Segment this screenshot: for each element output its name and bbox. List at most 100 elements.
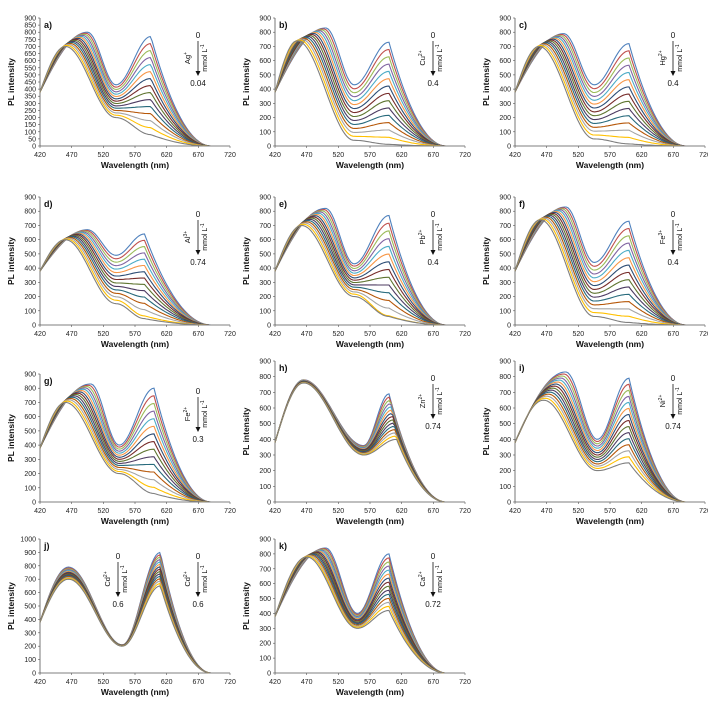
y-tick-label: 600 bbox=[24, 414, 36, 421]
y-tick-label: 600 bbox=[259, 58, 271, 65]
y-tick-label: 400 bbox=[24, 443, 36, 450]
x-tick-label: 620 bbox=[396, 331, 408, 338]
concentration-start: 0 bbox=[196, 552, 201, 561]
concentration-start: 0 bbox=[671, 31, 676, 40]
y-tick-label: 800 bbox=[259, 374, 271, 381]
y-tick-label: 200 bbox=[499, 115, 511, 122]
y-tick-label: 400 bbox=[259, 266, 271, 273]
x-tick-label: 570 bbox=[129, 152, 141, 159]
ion-label: Cu2+ bbox=[418, 50, 427, 65]
y-tick-label: 800 bbox=[24, 209, 36, 216]
y-tick-label: 600 bbox=[24, 237, 36, 244]
ion-charge: 2+ bbox=[658, 50, 664, 56]
series-line bbox=[514, 219, 705, 326]
unit-label: mmol L-1 bbox=[435, 565, 444, 593]
concentration-end: 0.72 bbox=[425, 600, 441, 609]
y-tick-label: 800 bbox=[499, 374, 511, 381]
y-tick-label: 300 bbox=[24, 630, 36, 637]
y-tick-label: 800 bbox=[24, 386, 36, 393]
x-tick-label: 620 bbox=[396, 679, 408, 686]
x-tick-label: 470 bbox=[66, 679, 78, 686]
y-tick-label: 700 bbox=[499, 390, 511, 397]
y-axis-label: PL intensity bbox=[241, 582, 251, 630]
y-axis-label: PL intensity bbox=[481, 407, 491, 455]
panel-letter: j) bbox=[43, 541, 50, 551]
y-tick-label: 400 bbox=[24, 266, 36, 273]
y-tick-label: 600 bbox=[499, 406, 511, 413]
y-tick-label: 450 bbox=[24, 80, 36, 87]
x-tick-label: 620 bbox=[161, 508, 173, 515]
unit-label: mmol L-1 bbox=[200, 400, 209, 428]
arrow-head-icon bbox=[195, 592, 201, 597]
y-tick-label: 400 bbox=[499, 266, 511, 273]
y-tick-label: 850 bbox=[24, 23, 36, 30]
arrow-head-icon bbox=[195, 250, 201, 255]
y-tick-label: 500 bbox=[499, 72, 511, 79]
y-tick-label: 800 bbox=[259, 551, 271, 558]
panel-j: 0 100 200 300 400 500 600 700 800 900 1000 420 470 52… bbox=[6, 537, 236, 698]
unit-exponent: -1 bbox=[675, 44, 681, 49]
y-tick-label: 700 bbox=[259, 390, 271, 397]
y-tick-label: 700 bbox=[259, 223, 271, 230]
y-tick-label: 500 bbox=[499, 421, 511, 428]
y-tick-label: 200 bbox=[24, 115, 36, 122]
concentration-start: 0 bbox=[196, 210, 201, 219]
y-axis-label: PL intensity bbox=[6, 582, 16, 630]
y-tick-label: 500 bbox=[24, 428, 36, 435]
unit-label: mmol L-1 bbox=[435, 223, 444, 251]
unit-label: mmol L-1 bbox=[200, 565, 209, 593]
x-tick-label: 420 bbox=[509, 152, 521, 159]
y-tick-label: 200 bbox=[24, 471, 36, 478]
panel-letter: b) bbox=[279, 20, 288, 30]
y-tick-label: 700 bbox=[24, 400, 36, 407]
y-tick-label: 500 bbox=[24, 72, 36, 79]
ion-charge: 2+ bbox=[418, 394, 424, 400]
x-tick-label: 570 bbox=[364, 331, 376, 338]
x-tick-label: 420 bbox=[34, 331, 46, 338]
x-tick-label: 720 bbox=[699, 331, 708, 338]
y-tick-label: 0 bbox=[267, 323, 271, 330]
y-tick-label: 200 bbox=[24, 294, 36, 301]
y-axis-label: PL intensity bbox=[481, 58, 491, 106]
y-tick-label: 0 bbox=[32, 500, 36, 507]
unit-exponent: -1 bbox=[200, 44, 206, 49]
concentration-end: 0.4 bbox=[427, 258, 439, 267]
x-axis-label: Wavelength (nm) bbox=[576, 160, 644, 170]
concentration-start: 0 bbox=[431, 210, 436, 219]
unit-exponent: -1 bbox=[200, 223, 206, 228]
panel-letter: i) bbox=[519, 363, 525, 373]
y-tick-label: 900 bbox=[24, 550, 36, 557]
x-axis-label: Wavelength (nm) bbox=[101, 516, 169, 526]
y-tick-label: 300 bbox=[499, 453, 511, 460]
y-tick-label: 300 bbox=[499, 101, 511, 108]
x-tick-label: 670 bbox=[427, 152, 439, 159]
y-tick-label: 800 bbox=[259, 209, 271, 216]
y-tick-label: 200 bbox=[259, 115, 271, 122]
unit-label: mmol L-1 bbox=[675, 387, 684, 415]
series-line bbox=[514, 45, 705, 147]
ion-label: Cd2+ bbox=[103, 571, 112, 586]
x-tick-label: 570 bbox=[604, 508, 616, 515]
concentration-start: 0 bbox=[431, 552, 436, 561]
y-tick-label: 100 bbox=[499, 484, 511, 491]
concentration-start: 0 bbox=[671, 210, 676, 219]
concentration-end: 0.74 bbox=[665, 422, 681, 431]
x-tick-label: 470 bbox=[301, 679, 313, 686]
y-tick-label: 300 bbox=[24, 457, 36, 464]
unit-exponent: -1 bbox=[675, 223, 681, 228]
y-tick-label: 100 bbox=[24, 485, 36, 492]
x-axis-label: Wavelength (nm) bbox=[336, 516, 404, 526]
ion-label: Cd2+ bbox=[183, 571, 192, 586]
x-tick-label: 420 bbox=[34, 508, 46, 515]
series-line bbox=[39, 238, 230, 326]
y-tick-label: 500 bbox=[499, 251, 511, 258]
ion-label: Al3+ bbox=[183, 231, 192, 243]
y-tick-label: 400 bbox=[24, 617, 36, 624]
y-tick-label: 100 bbox=[24, 657, 36, 664]
concentration-start: 0 bbox=[196, 31, 201, 40]
y-tick-label: 700 bbox=[24, 577, 36, 584]
y-tick-label: 500 bbox=[259, 72, 271, 79]
y-tick-label: 900 bbox=[499, 16, 511, 23]
x-tick-label: 570 bbox=[129, 508, 141, 515]
concentration-start: 0 bbox=[431, 374, 436, 383]
